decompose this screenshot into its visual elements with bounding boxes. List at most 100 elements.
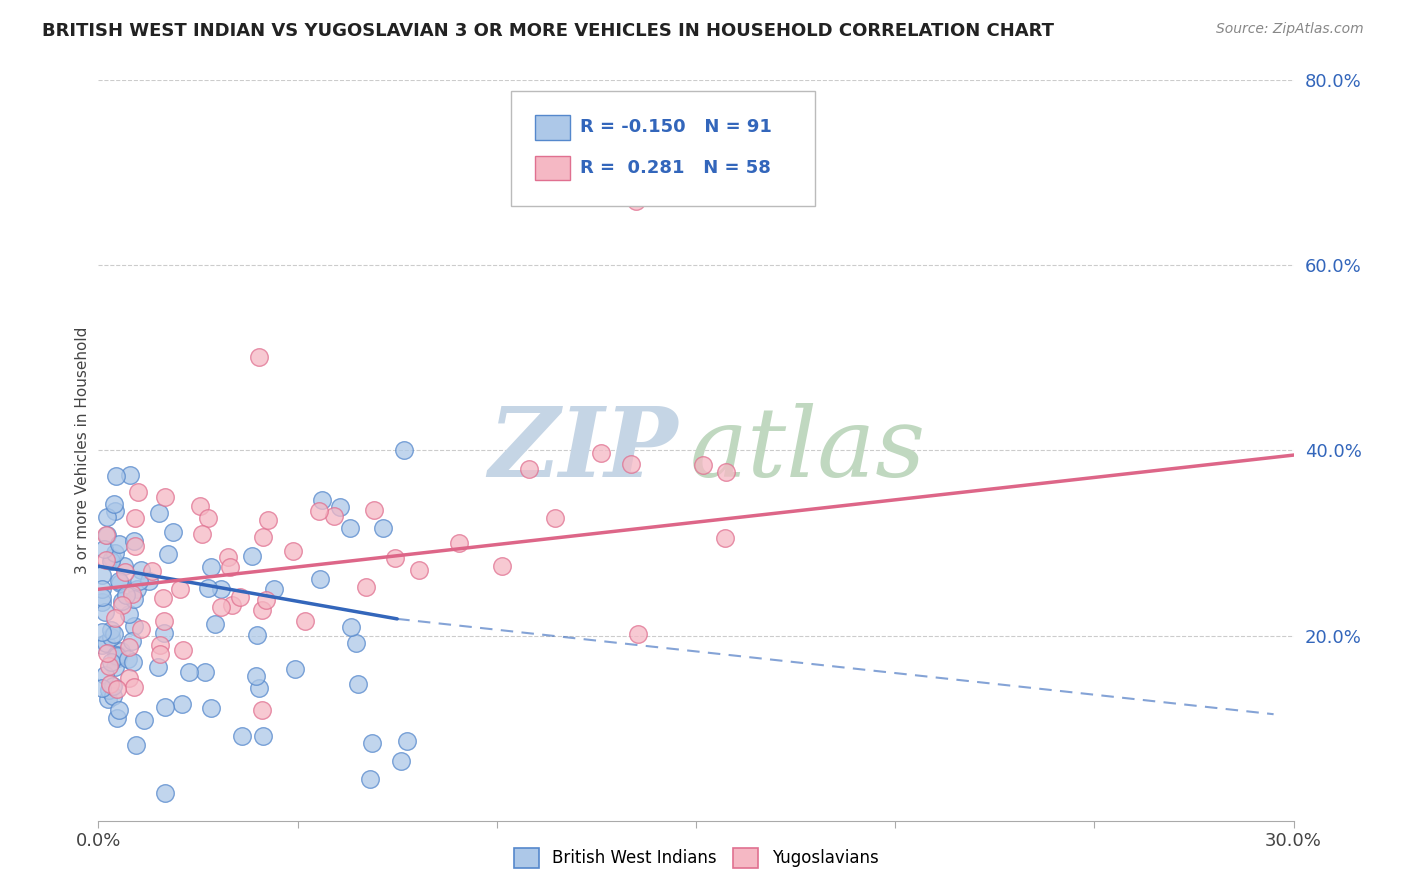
Point xyxy=(120,468,142,483)
Point xyxy=(124,539,146,553)
Point xyxy=(155,786,177,800)
Point xyxy=(122,534,145,549)
Point xyxy=(105,649,128,664)
Point xyxy=(91,624,114,639)
Point xyxy=(169,582,191,597)
FancyBboxPatch shape xyxy=(510,91,815,206)
Point xyxy=(197,511,219,525)
Point xyxy=(188,499,211,513)
Point xyxy=(111,598,134,612)
Point xyxy=(329,500,352,514)
Point xyxy=(118,640,141,655)
Point xyxy=(408,563,430,577)
Point xyxy=(91,582,114,596)
Point xyxy=(170,698,193,712)
Point xyxy=(111,594,134,608)
Point xyxy=(344,636,367,650)
Point xyxy=(263,582,285,596)
Point xyxy=(152,591,174,605)
Point xyxy=(100,656,122,670)
Point xyxy=(146,660,169,674)
Point xyxy=(96,527,118,541)
Point xyxy=(389,755,412,769)
Point xyxy=(219,560,242,574)
Point xyxy=(254,593,277,607)
Point xyxy=(149,647,172,661)
Point xyxy=(308,504,330,518)
Point xyxy=(96,646,118,660)
Point xyxy=(115,588,138,602)
Point xyxy=(107,650,129,665)
Point xyxy=(97,682,120,697)
Text: R = -0.150   N = 91: R = -0.150 N = 91 xyxy=(581,118,772,136)
Point xyxy=(100,677,122,691)
Point xyxy=(309,573,332,587)
Point xyxy=(384,551,406,566)
Point xyxy=(121,587,143,601)
Point xyxy=(117,652,139,666)
Point xyxy=(129,563,152,577)
Point xyxy=(138,574,160,589)
Point xyxy=(716,465,738,479)
Point xyxy=(221,598,243,612)
Point xyxy=(373,521,395,535)
Point xyxy=(252,730,274,744)
Point xyxy=(231,729,253,743)
Point xyxy=(340,620,363,634)
Point xyxy=(98,659,121,673)
Point xyxy=(108,703,131,717)
Point xyxy=(311,492,333,507)
Point xyxy=(118,671,141,685)
Point xyxy=(124,681,146,695)
Point xyxy=(323,509,346,524)
Point xyxy=(591,446,613,460)
Point xyxy=(91,590,114,604)
Point xyxy=(354,580,377,594)
Point xyxy=(122,618,145,632)
Point xyxy=(229,591,252,605)
Point xyxy=(100,554,122,568)
Point xyxy=(148,506,170,520)
Point xyxy=(346,677,368,691)
Point xyxy=(122,592,145,607)
Point xyxy=(104,546,127,560)
Point xyxy=(191,526,214,541)
Point xyxy=(104,468,127,483)
Point xyxy=(96,509,118,524)
Point xyxy=(197,581,219,595)
Point xyxy=(153,625,176,640)
Text: BRITISH WEST INDIAN VS YUGOSLAVIAN 3 OR MORE VEHICLES IN HOUSEHOLD CORRELATION C: BRITISH WEST INDIAN VS YUGOSLAVIAN 3 OR … xyxy=(42,22,1054,40)
Point xyxy=(91,595,114,609)
Point xyxy=(447,536,470,550)
Point xyxy=(200,560,222,574)
Point xyxy=(97,692,120,706)
Point xyxy=(250,603,273,617)
Y-axis label: 3 or more Vehicles in Household: 3 or more Vehicles in Household xyxy=(75,326,90,574)
Point xyxy=(240,549,263,564)
Point xyxy=(132,713,155,727)
Point xyxy=(162,524,184,539)
Point xyxy=(91,638,114,652)
Point xyxy=(209,600,232,615)
Point xyxy=(626,194,648,208)
Point xyxy=(108,536,131,550)
Point xyxy=(114,565,136,579)
Point xyxy=(100,624,122,638)
Point xyxy=(94,667,117,681)
FancyBboxPatch shape xyxy=(534,156,571,180)
Text: Source: ZipAtlas.com: Source: ZipAtlas.com xyxy=(1216,22,1364,37)
Point xyxy=(104,659,127,673)
Point xyxy=(152,614,174,628)
Point xyxy=(177,665,200,679)
Point xyxy=(194,665,217,679)
Legend: British West Indians, Yugoslavians: British West Indians, Yugoslavians xyxy=(513,847,879,868)
Text: ZIP: ZIP xyxy=(488,403,678,498)
Point xyxy=(363,503,385,517)
Point xyxy=(101,551,124,566)
Point xyxy=(93,541,115,556)
Point xyxy=(103,504,125,518)
Point xyxy=(491,558,513,573)
Point xyxy=(692,458,714,473)
Point xyxy=(103,497,125,511)
Point xyxy=(96,553,118,567)
